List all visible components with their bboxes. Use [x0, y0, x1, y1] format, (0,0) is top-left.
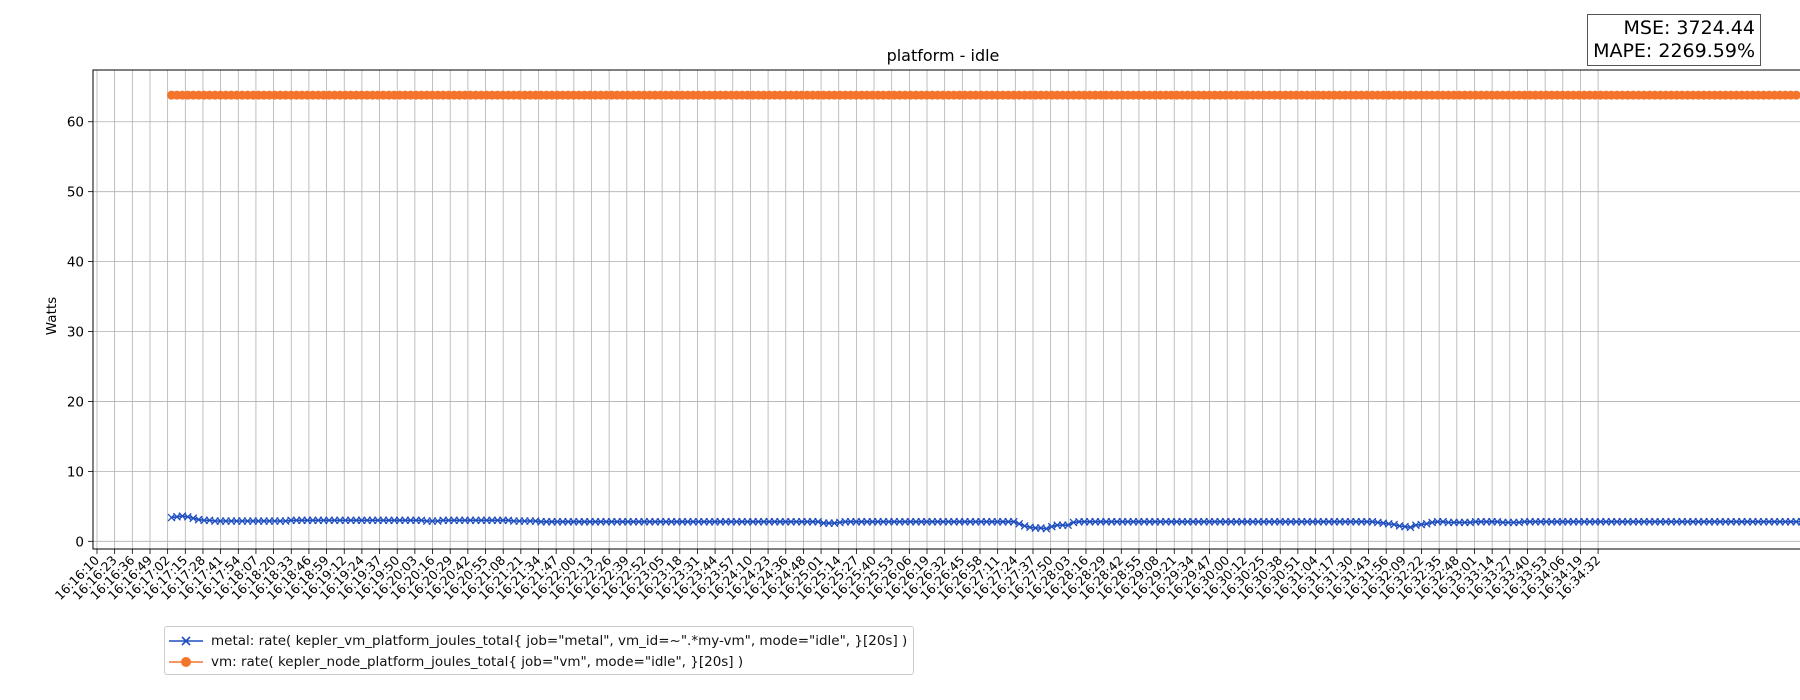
series-layer: [167, 90, 1800, 533]
legend-item-metal: metal: rate( kepler_vm_platform_joules_t…: [169, 630, 907, 651]
y-tick-label: 60: [67, 115, 84, 131]
mse-value: MSE: 3724.44: [1623, 17, 1755, 39]
legend-marker-circle: [169, 656, 203, 667]
metal-point: [1064, 521, 1073, 530]
y-axis-label: Watts: [44, 297, 60, 335]
vm-point: [1791, 90, 1800, 100]
legend-label-metal: metal: rate( kepler_vm_platform_joules_t…: [211, 632, 908, 649]
metal-point: [1406, 523, 1415, 532]
plot-frame: [92, 69, 1800, 550]
metal-point: [1015, 519, 1024, 528]
legend: metal: rate( kepler_vm_platform_joules_t…: [164, 626, 915, 675]
x-axis-ticks: 16:16:1016:16:2316:16:3616:16:4916:17:02…: [52, 549, 1603, 603]
y-tick-label: 40: [67, 255, 84, 271]
metal-point: [1009, 517, 1018, 526]
y-axis-ticks: 0 10 20 30 40 50 60: [67, 115, 93, 550]
legend-marker-x: [169, 635, 203, 646]
legend-item-vm: vm: rate( kepler_node_platform_joules_to…: [169, 651, 907, 672]
metal-point: [1042, 524, 1051, 533]
y-tick-label: 10: [67, 464, 84, 480]
y-tick-label: 0: [75, 534, 84, 550]
legend-label-vm: vm: rate( kepler_node_platform_joules_to…: [211, 653, 744, 670]
chart-title: platform - idle: [887, 46, 1000, 65]
metal-point: [1797, 517, 1800, 526]
y-tick-label: 20: [67, 394, 84, 410]
grid: [93, 70, 1800, 549]
mape-value: MAPE: 2269.59%: [1593, 40, 1755, 62]
y-tick-label: 30: [67, 325, 84, 341]
metrics-box: MSE: 3724.44 MAPE: 2269.59%: [1587, 14, 1761, 66]
y-tick-label: 50: [67, 185, 84, 201]
